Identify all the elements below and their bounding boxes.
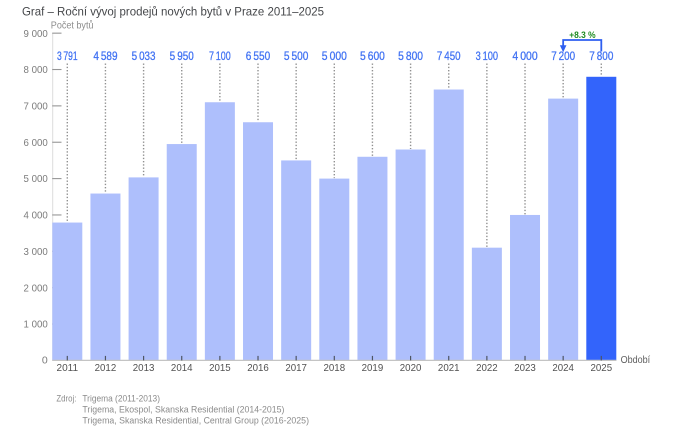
svg-text:2022: 2022 — [476, 362, 498, 374]
svg-text:2020: 2020 — [400, 362, 422, 374]
svg-text:2015: 2015 — [209, 362, 231, 374]
svg-text:Graf – Roční vývoj prodejů nov: Graf – Roční vývoj prodejů nových bytů v… — [22, 5, 324, 19]
svg-text:7 800: 7 800 — [589, 49, 613, 63]
svg-text:2017: 2017 — [285, 362, 307, 374]
svg-text:5 000: 5 000 — [24, 173, 48, 185]
svg-text:3 100: 3 100 — [476, 49, 499, 63]
svg-text:Období: Období — [621, 355, 651, 366]
svg-text:8 000: 8 000 — [24, 64, 48, 76]
svg-text:3 000: 3 000 — [24, 246, 48, 258]
svg-text:6 550: 6 550 — [246, 49, 271, 63]
svg-text:2 000: 2 000 — [24, 282, 48, 294]
svg-text:5 800: 5 800 — [398, 49, 423, 63]
svg-text:Zdroj:: Zdroj: — [56, 394, 76, 405]
svg-text:2024: 2024 — [552, 362, 574, 374]
svg-text:2013: 2013 — [133, 362, 155, 374]
svg-text:6 000: 6 000 — [24, 137, 48, 149]
svg-text:2012: 2012 — [95, 362, 117, 374]
svg-text:2019: 2019 — [362, 362, 384, 374]
svg-text:Trigema (2011-2013): Trigema (2011-2013) — [82, 394, 160, 405]
svg-text:5 500: 5 500 — [284, 49, 309, 63]
svg-text:5 033: 5 033 — [132, 49, 156, 63]
svg-text:2021: 2021 — [438, 362, 460, 374]
svg-text:Trigema, Skanska Residential,: Trigema, Skanska Residential, Central Gr… — [82, 416, 309, 427]
svg-text:2011: 2011 — [57, 362, 79, 374]
svg-text:2023: 2023 — [514, 362, 536, 374]
svg-text:+8.3 %: +8.3 % — [569, 30, 595, 40]
svg-text:Počet bytů: Počet bytů — [51, 20, 94, 31]
svg-text:0: 0 — [42, 355, 48, 367]
svg-text:2016: 2016 — [247, 362, 269, 374]
svg-text:4 000: 4 000 — [24, 210, 48, 222]
svg-text:5 600: 5 600 — [360, 49, 385, 63]
svg-text:1 000: 1 000 — [24, 319, 48, 331]
svg-text:7 000: 7 000 — [24, 101, 48, 113]
svg-text:7 100: 7 100 — [209, 49, 231, 63]
svg-text:7 200: 7 200 — [551, 49, 575, 63]
svg-text:5 950: 5 950 — [170, 49, 194, 63]
svg-text:Trigema, Ekospol, Skanska Resi: Trigema, Ekospol, Skanska Residential (2… — [82, 405, 284, 416]
svg-text:5 000: 5 000 — [322, 49, 347, 63]
svg-text:7 450: 7 450 — [437, 49, 461, 63]
svg-text:4 589: 4 589 — [93, 49, 117, 63]
svg-text:2014: 2014 — [171, 362, 193, 374]
svg-text:2018: 2018 — [324, 362, 346, 374]
svg-text:9 000: 9 000 — [24, 28, 48, 40]
svg-text:2025: 2025 — [591, 362, 613, 374]
svg-text:3 791: 3 791 — [57, 49, 78, 63]
svg-text:4 000: 4 000 — [512, 49, 538, 63]
